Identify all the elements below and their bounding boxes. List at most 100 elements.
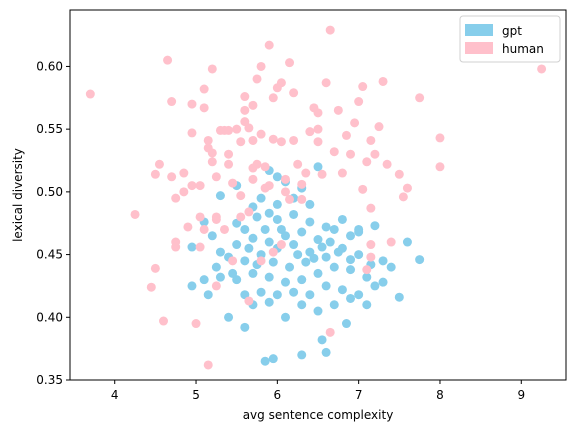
gpt-point (207, 231, 217, 241)
human-point (415, 93, 425, 103)
human-point (366, 252, 376, 262)
human-point (236, 212, 246, 222)
human-point (276, 78, 286, 88)
human-point (374, 122, 384, 132)
human-point (146, 282, 156, 292)
human-point (171, 242, 181, 252)
human-point (268, 93, 278, 103)
gpt-point (264, 208, 274, 218)
human-point (280, 187, 290, 197)
gpt-point (313, 162, 323, 172)
gpt-point (264, 272, 274, 282)
gpt-point (317, 335, 327, 345)
human-point (203, 360, 213, 370)
gpt-point (309, 253, 319, 263)
human-point (252, 74, 262, 84)
human-point (240, 105, 250, 115)
human-point (232, 124, 242, 134)
gpt-point (285, 262, 295, 272)
human-point (329, 147, 339, 157)
human-point (366, 135, 376, 145)
human-point (203, 135, 213, 145)
human-point (219, 224, 229, 234)
human-point (211, 212, 221, 222)
human-point (537, 64, 547, 74)
human-point (163, 55, 173, 65)
human-point (224, 159, 234, 169)
human-point (207, 148, 217, 158)
legend-label-human: human (502, 42, 544, 56)
legend-swatch-gpt (465, 24, 493, 36)
human-point (346, 149, 356, 159)
human-point (256, 256, 266, 266)
gpt-point (321, 347, 331, 357)
human-point (207, 157, 217, 167)
gpt-point (252, 212, 262, 222)
human-point (402, 183, 412, 193)
axes-frame (69, 9, 567, 381)
gpt-point (313, 235, 323, 245)
human-point (256, 129, 266, 139)
x-tick-label: 9 (517, 388, 525, 402)
x-axis-label: avg sentence complexity (243, 408, 394, 422)
human-point (195, 212, 205, 222)
human-point (313, 137, 323, 147)
gpt-point (297, 275, 307, 285)
y-tick-label: 0.45 (36, 248, 63, 262)
y-tick-label: 0.55 (36, 122, 63, 136)
gpt-point (362, 272, 372, 282)
gpt-point (240, 322, 250, 332)
human-point (171, 193, 181, 203)
human-point (435, 133, 445, 143)
y-axis-label: lexical diversity (11, 148, 25, 242)
human-point (187, 99, 197, 109)
human-point (167, 97, 177, 107)
human-point (285, 58, 295, 68)
gpt-point (256, 287, 266, 297)
human-point (191, 319, 201, 329)
gpt-point (232, 240, 242, 250)
gpt-point (305, 199, 315, 209)
gpt-point (199, 275, 209, 285)
gpt-point (329, 224, 339, 234)
x-tick-label: 6 (274, 388, 282, 402)
gpt-point (289, 209, 299, 219)
human-point (313, 124, 323, 134)
gpt-point (362, 300, 372, 310)
gpt-point (272, 214, 282, 224)
x-tick-label: 5 (192, 388, 200, 402)
gpt-point (346, 255, 356, 265)
human-point (199, 84, 209, 94)
human-point (276, 137, 286, 147)
human-point (276, 240, 286, 250)
gpt-point (325, 237, 335, 247)
gpt-point (260, 224, 270, 234)
human-point (248, 135, 258, 145)
x-axis-ticks: 4 5 6 7 8 9 (111, 380, 525, 402)
x-tick-label: 4 (111, 388, 119, 402)
human-point (366, 203, 376, 213)
human-point (199, 224, 209, 234)
gpt-point (402, 237, 412, 247)
human-point (207, 64, 217, 74)
gpt-point (264, 237, 274, 247)
gpt-point (297, 350, 307, 360)
gpt-point (276, 224, 286, 234)
human-point (313, 108, 323, 118)
gpt-point (203, 290, 213, 300)
gpt-point (268, 354, 278, 364)
gpt-point (305, 217, 315, 227)
human-point (244, 123, 254, 133)
human-point (228, 178, 238, 188)
gpt-point (329, 262, 339, 272)
y-tick-label: 0.60 (36, 59, 63, 73)
human-point (297, 194, 307, 204)
human-point (435, 162, 445, 172)
x-tick-label: 7 (355, 388, 363, 402)
human-point (167, 172, 177, 182)
gpt-point (240, 256, 250, 266)
gpt-point (386, 262, 396, 272)
gpt-point (337, 285, 347, 295)
y-axis-ticks: 0.35 0.40 0.45 0.50 0.55 0.60 (36, 59, 70, 387)
gpt-point (354, 250, 364, 260)
